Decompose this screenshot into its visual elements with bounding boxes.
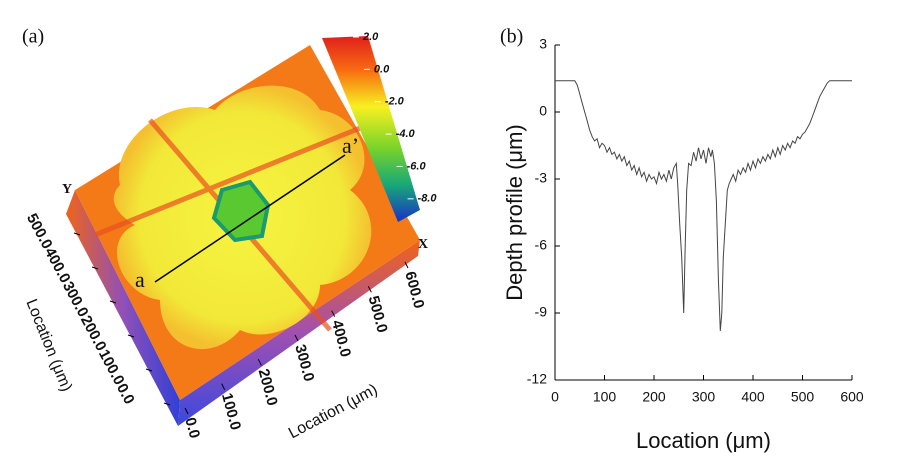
colorbar-tick-label: 0.0: [374, 63, 390, 75]
x-axis-label: Location (μm): [286, 381, 381, 442]
x-tick-label: 600: [840, 389, 864, 405]
x-tick-label: 400.0: [328, 318, 354, 359]
y-axis-label: Location (μm): [22, 297, 75, 394]
colorbar-tick-label: -2.0: [385, 96, 405, 108]
y-tick-label: 400.0: [41, 245, 74, 286]
y-tick-label: -9: [535, 304, 548, 320]
surface-plot: [66, 36, 420, 426]
x-tick-label: 0.0: [181, 416, 203, 441]
y-tick-label: 0: [539, 103, 547, 119]
panel-label: (a): [22, 26, 44, 48]
profile-line: [555, 80, 852, 331]
x-tick-label: 400: [741, 389, 765, 405]
x-tick: [221, 383, 226, 390]
x-tick: [294, 334, 299, 342]
side-face: [66, 190, 180, 426]
front-face: [178, 240, 420, 426]
x-tick-label: 0: [551, 389, 559, 405]
annotation: X: [418, 237, 428, 252]
x-tick-label: 100: [593, 389, 617, 405]
y-tick-label: 100.0: [95, 347, 128, 388]
x-tick-label: 300: [692, 389, 716, 405]
panel-b: (b) 30-3-6-9-120 100 200 300 400 500 600Locatio…: [500, 26, 864, 453]
y-tick: [91, 266, 99, 270]
x-tick: [367, 286, 372, 293]
x-tick: [331, 310, 336, 317]
x-axis-label: Location (μm): [636, 428, 771, 453]
colorbar-tick-label: -6.0: [407, 160, 427, 172]
x-tick: [404, 261, 409, 269]
y-tick: [127, 334, 135, 338]
x-tick-label: 100.0: [218, 391, 244, 432]
pit: [211, 179, 271, 243]
y-tick: [73, 232, 81, 236]
colorbar-tick-label: -4.0: [396, 128, 416, 140]
y-tick: [145, 368, 153, 372]
y-tick: [163, 402, 171, 406]
y-tick-label: 500.0: [23, 211, 56, 252]
y-tick-label: -12: [527, 371, 547, 387]
x-tick: [184, 407, 189, 415]
x-tick-label: 600.0: [401, 270, 427, 311]
x-tick-label: 200: [642, 389, 666, 405]
y-tick-label: -6: [535, 237, 548, 253]
x-tick-label: 500: [791, 389, 815, 405]
y-axis-label: Depth profile (μm): [502, 124, 527, 301]
y-tick-label: 200.0: [77, 313, 110, 354]
annotation: a: [135, 267, 145, 292]
annotation: a’: [342, 133, 359, 158]
colorbar-tick-label: -8.0: [418, 193, 438, 205]
x-tick-label: 300.0: [291, 343, 317, 384]
y-tick: [109, 300, 117, 304]
colorbar: [322, 36, 420, 222]
annotation: Y: [62, 182, 72, 197]
y-tick-label: 300.0: [59, 279, 92, 320]
x-tick: [257, 359, 262, 366]
profile-line: [154, 154, 346, 283]
x-tick-label: 500.0: [365, 294, 391, 335]
y-tick-label: -3: [535, 170, 548, 186]
panel-label: (b): [500, 26, 523, 48]
colorbar-tick-label: 2.0: [362, 31, 379, 43]
y-tick-label: 3: [539, 36, 547, 52]
x-tick-label: 200.0: [255, 367, 281, 408]
